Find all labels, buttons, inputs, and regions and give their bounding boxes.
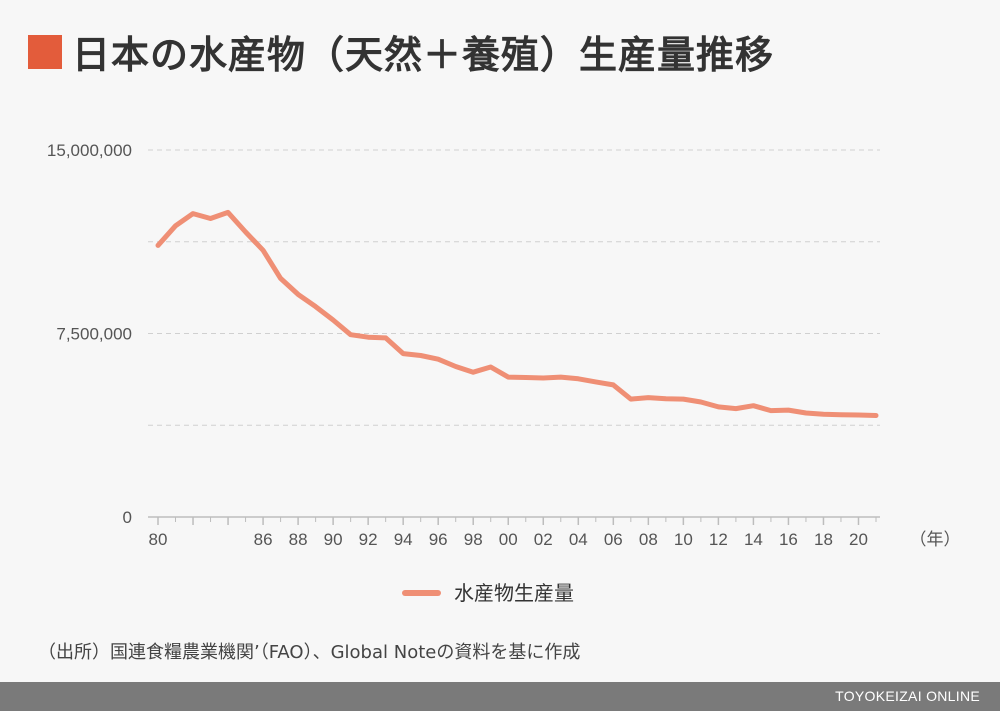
x-tick-label: 20 bbox=[849, 530, 868, 549]
x-tick-label: 00 bbox=[499, 530, 518, 549]
data-point bbox=[524, 376, 528, 380]
x-axis-labels: 80 86 88 90 92 94 96 98 00 02 04 06 08 10 12 14 16 18 20 （年… bbox=[149, 530, 961, 550]
data-point bbox=[559, 375, 563, 379]
data-point bbox=[454, 365, 458, 369]
data-point bbox=[839, 413, 843, 417]
data-point bbox=[506, 375, 510, 379]
x-tick-label: 08 bbox=[639, 530, 658, 549]
x-unit-label: （年） bbox=[910, 530, 961, 550]
data-point bbox=[209, 217, 213, 221]
x-tick-label: 86 bbox=[254, 530, 273, 549]
data-point bbox=[384, 336, 388, 340]
data-point bbox=[716, 405, 720, 409]
data-point bbox=[419, 354, 423, 358]
x-tick-label: 96 bbox=[429, 530, 448, 549]
x-tick-label: 10 bbox=[674, 530, 693, 549]
y-axis-labels: 0 7,500,000 15,000,000 bbox=[47, 141, 132, 527]
data-point bbox=[646, 396, 650, 400]
data-point bbox=[821, 412, 825, 416]
x-tick-label: 04 bbox=[569, 530, 588, 549]
data-point bbox=[874, 413, 878, 417]
series-lines bbox=[155, 209, 879, 418]
legend: 水産物生産量 bbox=[402, 581, 574, 605]
x-tick-label: 98 bbox=[464, 530, 483, 549]
data-point bbox=[734, 407, 738, 411]
data-point bbox=[244, 230, 248, 234]
data-point bbox=[401, 352, 405, 356]
x-tick-label: 18 bbox=[814, 530, 833, 549]
data-point bbox=[489, 365, 493, 369]
footer-bar: TOYOKEIZAI ONLINE bbox=[0, 682, 1000, 711]
legend-label: 水産物生産量 bbox=[454, 581, 574, 605]
data-point bbox=[296, 292, 300, 296]
data-point bbox=[751, 404, 755, 408]
data-point bbox=[349, 333, 353, 337]
data-point bbox=[436, 357, 440, 361]
data-point bbox=[594, 380, 598, 384]
data-point bbox=[769, 409, 773, 413]
x-tick-label: 90 bbox=[324, 530, 343, 549]
data-point bbox=[314, 305, 318, 309]
x-tick-label: 92 bbox=[359, 530, 378, 549]
x-tick-label: 06 bbox=[604, 530, 623, 549]
y-tick-label: 15,000,000 bbox=[47, 141, 132, 160]
data-point bbox=[331, 318, 335, 322]
data-point bbox=[681, 397, 685, 401]
data-point bbox=[541, 376, 545, 380]
gridlines bbox=[148, 149, 880, 426]
y-tick-label: 7,500,000 bbox=[56, 325, 132, 344]
x-tick-label: 80 bbox=[149, 530, 168, 549]
data-point bbox=[611, 383, 615, 387]
x-tick-label: 16 bbox=[779, 530, 798, 549]
source-note: （出所）国連食糧農業機関’（FAO）、Global Noteの資料を基に作成 bbox=[38, 642, 581, 663]
chart-title: 日本の水産物（天然＋養殖）生産量推移 bbox=[72, 33, 775, 77]
title-square-icon bbox=[28, 34, 62, 69]
data-point bbox=[279, 276, 283, 280]
data-point bbox=[156, 243, 160, 247]
series-line bbox=[155, 209, 879, 418]
data-point bbox=[856, 413, 860, 417]
data-point bbox=[471, 370, 475, 374]
data-point bbox=[804, 411, 808, 415]
brand-label: TOYOKEIZAI ONLINE bbox=[835, 688, 980, 704]
data-point bbox=[699, 400, 703, 404]
data-point bbox=[366, 335, 370, 339]
data-point bbox=[174, 224, 178, 228]
data-point bbox=[664, 397, 668, 401]
x-tick-label: 14 bbox=[744, 530, 763, 549]
y-tick-label: 0 bbox=[123, 508, 132, 527]
data-point bbox=[191, 212, 195, 216]
data-point bbox=[226, 210, 230, 214]
x-tick-label: 12 bbox=[709, 530, 728, 549]
x-axis bbox=[148, 516, 880, 525]
data-point bbox=[786, 408, 790, 412]
data-point bbox=[576, 377, 580, 381]
data-point bbox=[629, 397, 633, 401]
data-point bbox=[261, 248, 265, 252]
x-tick-label: 94 bbox=[394, 530, 413, 549]
x-tick-label: 88 bbox=[289, 530, 308, 549]
chart-title-group: 日本の水産物（天然＋養殖）生産量推移 bbox=[28, 24, 774, 79]
x-tick-label: 02 bbox=[534, 530, 553, 549]
